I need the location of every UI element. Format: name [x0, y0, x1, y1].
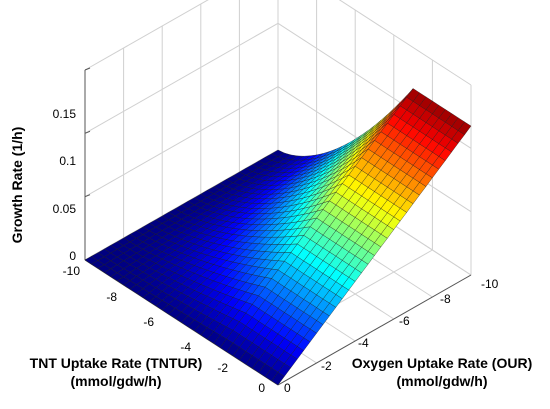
y-axis-label-line1: Oxygen Uptake Rate (OUR) — [352, 355, 532, 371]
grid-line — [84, 0, 209, 71]
y-tick: -4 — [358, 336, 369, 350]
grid-line — [84, 22, 279, 134]
z-tick-mark — [84, 130, 91, 134]
y-tick: -10 — [481, 277, 499, 291]
y-axis-line — [277, 274, 472, 386]
x-tick: -10 — [63, 264, 81, 278]
x-axis-label-line2: (mmol/gdw/h) — [71, 373, 162, 389]
x-tick: -4 — [180, 340, 191, 354]
z-axis-label: Growth Rate (1/h) — [9, 127, 25, 244]
x-tick: -8 — [106, 290, 117, 304]
x-axis-label-line1: TNT Uptake Rate (TNTUR) — [30, 355, 203, 371]
z-tick: 0.15 — [53, 107, 77, 121]
y-axis-label-line2: (mmol/gdw/h) — [397, 373, 488, 389]
grid-line — [338, 0, 472, 86]
y-tick: -6 — [399, 314, 410, 328]
x-tick: -2 — [217, 361, 228, 375]
grid-line — [84, 86, 279, 198]
y-tick: -2 — [321, 359, 332, 373]
y-tick: -8 — [440, 292, 451, 306]
z-tick: 0.05 — [53, 202, 77, 216]
y-tick: 0 — [284, 381, 291, 395]
surface-patch — [271, 149, 285, 157]
surface — [84, 88, 472, 386]
z-tick: 0 — [69, 249, 76, 263]
x-tick: -6 — [143, 315, 154, 329]
tick-labels: 0.15 0.1 0.05 0 -10 -8 -6 -4 -2 0 0 -2 -… — [53, 107, 499, 395]
x-tick: 0 — [258, 381, 265, 395]
z-tick: 0.1 — [59, 154, 76, 168]
z-tick-mark — [84, 67, 91, 71]
z-tick-mark — [84, 194, 91, 198]
